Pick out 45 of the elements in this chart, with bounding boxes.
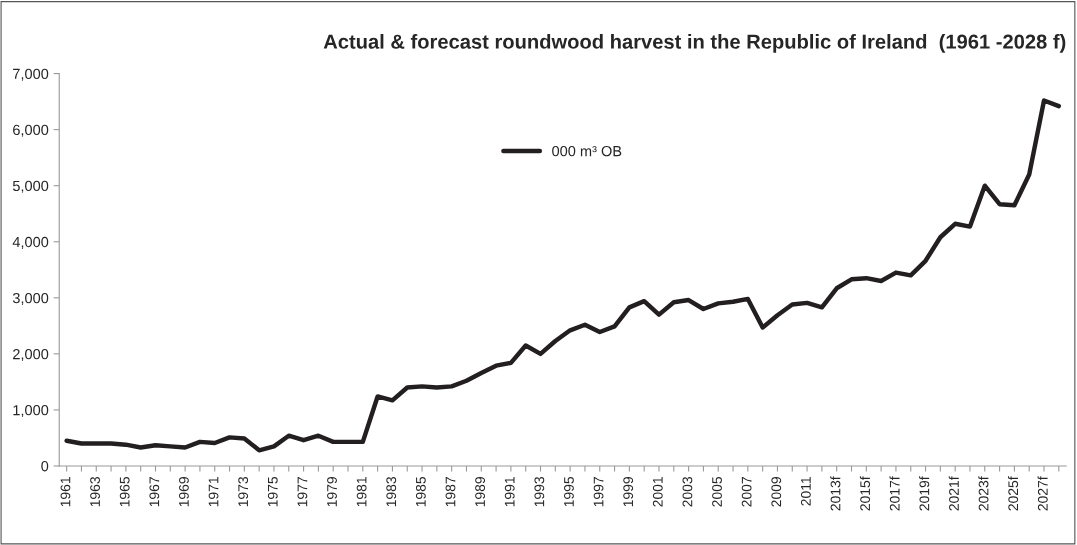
x-tick-label: 2001: [652, 477, 663, 507]
x-tick-label: 1975: [267, 476, 278, 507]
x-tick-label: 2007: [741, 477, 752, 507]
x-tick-label: 2017f: [889, 476, 900, 511]
y-tick-label: 7,000: [13, 68, 49, 81]
x-tick-label: 1963: [90, 477, 100, 507]
x-tick-label: 2021f: [948, 476, 959, 511]
y-tick-label: 1,000: [13, 405, 49, 418]
line-series: [64, 98, 1062, 453]
x-tick-label: 2005: [712, 476, 722, 507]
x-tick-label: 1971: [208, 477, 219, 507]
x-tick-label: 1969: [179, 477, 189, 507]
x-tick-label: 1967: [149, 477, 160, 507]
x-tick-label: 2027f: [1037, 476, 1048, 511]
legend-label: 000 m³ OB: [552, 145, 622, 157]
x-tick-label: 2009: [771, 477, 782, 507]
y-tick-label: 2,000: [13, 348, 49, 362]
x-tick-label: 1991: [504, 477, 515, 507]
x-tick-label: 2015f: [859, 476, 871, 511]
x-tick-label: 2025f: [1007, 476, 1019, 511]
x-tick-label: 1983: [386, 477, 397, 507]
y-tick-label: 3,000: [12, 292, 49, 305]
x-tick-label: 1977: [297, 477, 308, 507]
x-tick-label: 1989: [475, 477, 486, 507]
x-tick-label: 1973: [238, 477, 249, 507]
y-tick-label: 5,000: [12, 180, 49, 193]
y-tick-label: 6,000: [13, 124, 49, 137]
x-tick-label: 2013f: [830, 476, 841, 511]
x-tick-label: 1965: [119, 476, 130, 507]
x-tick-label: 1985: [415, 476, 426, 507]
x-tick-label: 1999: [623, 477, 634, 507]
x-tick-label: 1987: [445, 477, 456, 507]
x-tick-label: 1997: [593, 477, 604, 507]
x-tick-label: 1981: [356, 477, 367, 507]
x-tick-label: 2019f: [919, 476, 930, 511]
x-tick-label: 1993: [534, 477, 545, 507]
x-tick-label: 2011: [800, 477, 811, 506]
y-tick-label: 4,000: [12, 236, 49, 249]
x-tick-label: 1961: [60, 477, 71, 507]
x-tick-label: 2023f: [978, 476, 989, 511]
x-tick-label: 2003: [682, 477, 693, 507]
x-tick-label: 1995: [564, 476, 574, 507]
x-tick-label: 1979: [327, 477, 337, 507]
chart-title: Actual & forecast roundwood harvest in the Republic of Ireland (1961 -2028 f): [323, 33, 1066, 53]
y-tick-label: 0: [41, 461, 49, 472]
